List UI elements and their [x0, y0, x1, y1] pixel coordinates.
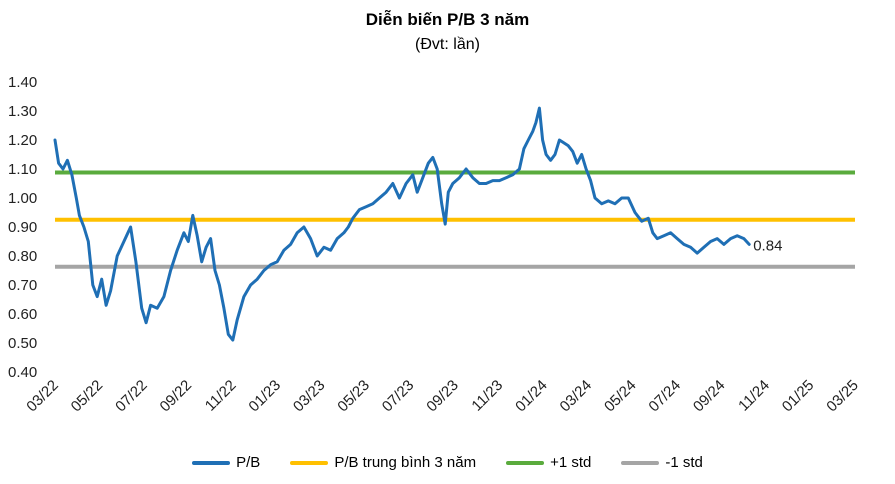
legend-label-plus-std: +1 std: [550, 454, 592, 471]
legend-swatch-minus-std: [621, 460, 660, 465]
y-tick-label: 1.00: [8, 190, 37, 207]
chart-subtitle: (Đvt: lần): [415, 36, 480, 53]
x-tick-label: 03/22: [23, 377, 62, 416]
y-tick-label: 0.50: [8, 335, 37, 352]
x-tick-label: 11/22: [202, 377, 240, 415]
x-tick-label: 01/25: [779, 377, 818, 416]
x-tick-label: 07/23: [379, 377, 418, 416]
x-tick-label: 09/24: [690, 377, 729, 416]
legend-swatch-pb: [192, 460, 231, 465]
y-tick-label: 0.70: [8, 277, 37, 294]
x-tick-label: 05/24: [601, 377, 640, 416]
x-tick-label: 09/22: [157, 377, 196, 416]
legend-label-mean: P/B trung bình 3 năm: [334, 454, 477, 471]
y-tick-label: 1.30: [8, 103, 37, 120]
legend-swatch-mean: [290, 460, 329, 465]
x-tick-label: 11/24: [735, 377, 773, 415]
x-tick-label: 01/23: [245, 377, 284, 416]
y-tick-label: 1.40: [8, 74, 37, 91]
x-tick-label: 03/24: [557, 377, 596, 416]
legend-swatch-plus-std: [506, 460, 545, 465]
legend-item-mean: P/B trung bình 3 năm: [290, 454, 476, 471]
x-tick-label: 01/24: [512, 377, 551, 416]
y-tick-label: 0.90: [8, 219, 37, 236]
last-value-label: 0.84: [753, 237, 782, 254]
x-tick-label: 03/25: [823, 377, 862, 416]
pb-series-line: [53, 106, 751, 342]
y-tick-label: 0.40: [8, 364, 37, 381]
legend-label-pb: P/B: [236, 454, 261, 471]
y-tick-label: 0.80: [8, 248, 37, 265]
x-tick-label: 05/22: [68, 377, 107, 416]
legend-item-pb: P/B: [192, 454, 260, 471]
x-tick-label: 03/23: [290, 377, 329, 416]
x-tick-label: 07/22: [112, 377, 151, 416]
legend-item-plus-std: +1 std: [506, 454, 591, 471]
legend-label-minus-std: -1 std: [665, 454, 703, 471]
x-tick-label: 09/23: [423, 377, 462, 416]
x-tick-label: 11/23: [468, 377, 506, 415]
chart-legend: P/B P/B trung bình 3 năm +1 std -1 std: [0, 454, 895, 471]
y-tick-label: 1.10: [8, 161, 37, 178]
x-tick-label: 05/23: [334, 377, 373, 416]
chart-title: Diễn biến P/B 3 năm: [365, 10, 530, 29]
pb-chart: 1.40 1.30 1.20 1.10 1.00 0.90 0.80 0.70 0.60 0.50…: [8, 74, 862, 416]
y-tick-label: 1.20: [8, 132, 37, 149]
legend-item-minus-std: -1 std: [621, 454, 703, 471]
x-tick-label: 07/24: [645, 377, 684, 416]
y-tick-label: 0.60: [8, 306, 37, 323]
